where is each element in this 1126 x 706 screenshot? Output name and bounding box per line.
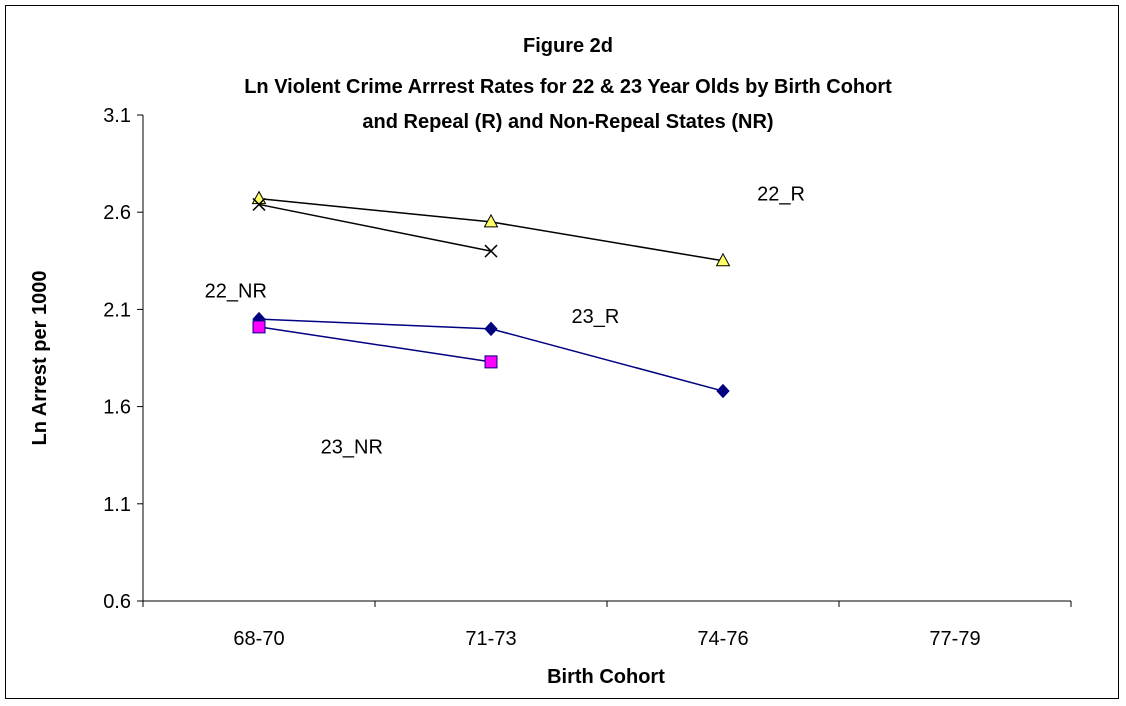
- x-tick-label: 71-73: [465, 628, 516, 650]
- annotation-layer: 22_R 22_NR 23_R 23_NR: [205, 184, 805, 459]
- series-2: [252, 197, 498, 258]
- y-tick-label: 3.1: [103, 105, 131, 127]
- x-tick-label: 77-79: [929, 628, 980, 650]
- series-1: [251, 190, 731, 267]
- series-layer: [251, 190, 731, 399]
- chart-title: Figure 2d: [523, 35, 613, 57]
- y-tick-label: 2.6: [103, 202, 131, 224]
- y-tick-label: 1.6: [103, 397, 131, 419]
- series-4: [252, 320, 498, 369]
- chart-frame: [5, 5, 1119, 699]
- data-point: [252, 197, 266, 211]
- x-ticks: 68-70 71-73 74-76 77-79: [142, 601, 1072, 650]
- series-line: [258, 326, 492, 363]
- series-annotation: 23_R: [571, 306, 619, 328]
- data-point: [251, 190, 267, 205]
- data-point: [484, 355, 498, 369]
- chart-subtitle-line-2: and Repeal (R) and Non-Repeal States (NR…: [362, 111, 773, 133]
- chart-subtitle-line-1: Ln Violent Crime Arrrest Rates for 22 & …: [244, 76, 892, 98]
- x-tick-label: 74-76: [697, 628, 748, 650]
- data-point: [483, 213, 499, 228]
- data-point: [484, 321, 498, 337]
- y-ticks: 0.6 1.1 1.6 2.1 2.6 3.1: [103, 105, 143, 613]
- data-point: [715, 252, 731, 267]
- series-annotation: 22_R: [757, 184, 805, 206]
- y-tick-label: 2.1: [103, 299, 131, 321]
- x-axis-label: Birth Cohort: [547, 666, 665, 688]
- y-tick-label: 0.6: [103, 591, 131, 613]
- data-point: [716, 383, 730, 399]
- y-tick-label: 1.1: [103, 494, 131, 516]
- series-annotation: 23_NR: [321, 436, 383, 458]
- series-annotation: 22_NR: [205, 281, 267, 303]
- series-line: [258, 203, 492, 252]
- x-tick-label: 68-70: [233, 628, 284, 650]
- y-axis-label: Ln Arrest per 1000: [29, 271, 51, 446]
- series-3: [252, 311, 730, 399]
- data-point: [252, 320, 266, 334]
- data-point: [484, 244, 498, 258]
